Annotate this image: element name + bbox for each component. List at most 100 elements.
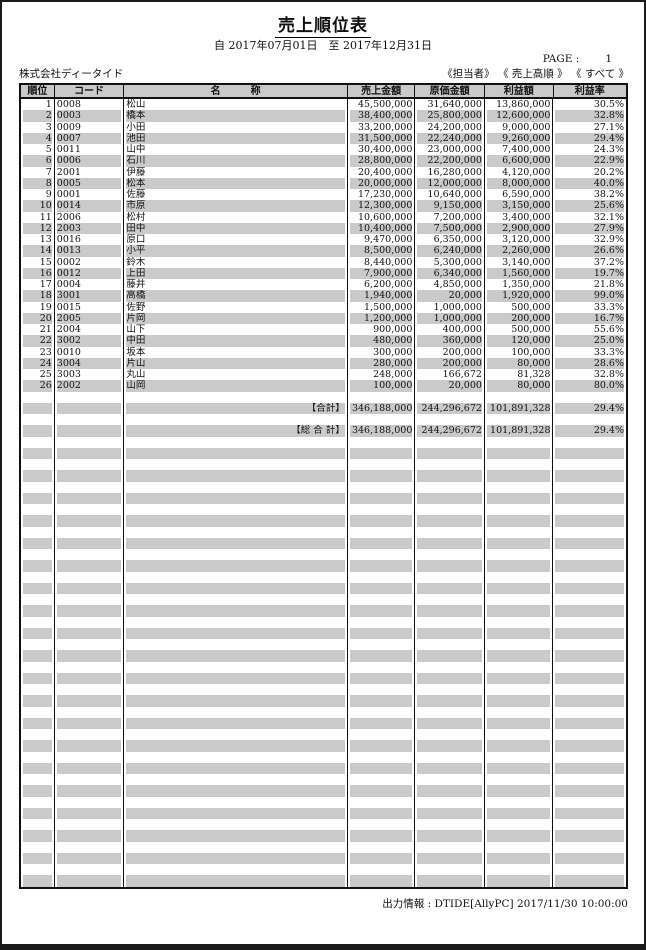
table-row-cell: 3002 — [55, 335, 125, 347]
table-row-cell: 25 — [21, 369, 55, 381]
column-header: コード — [54, 85, 125, 97]
empty-row-cell — [21, 695, 55, 707]
table-row-cell: 4 — [21, 132, 55, 144]
empty-row-cell — [485, 391, 554, 403]
table-row-cell: 0004 — [55, 279, 125, 291]
table-row-cell: 0009 — [55, 121, 125, 133]
empty-row-cell — [55, 852, 125, 864]
column-header: 利益率 — [553, 85, 627, 97]
table-row: 1 0008 松山 45,500,000 31,640,000 13,860,000 30.… — [21, 99, 626, 111]
empty-row-cell — [124, 571, 348, 583]
empty-row-cell — [21, 594, 55, 606]
empty-row-cell — [55, 549, 125, 561]
totals-row-cell — [21, 402, 55, 414]
table-row-cell: 31,500,000 — [348, 132, 416, 144]
table-row-cell: 山中 — [124, 144, 348, 156]
empty-row-cell — [124, 695, 348, 707]
empty-row-cell — [485, 864, 554, 876]
empty-row-cell — [348, 515, 416, 527]
empty-row-cell — [21, 470, 55, 482]
empty-row-cell — [348, 841, 416, 853]
empty-row-cell — [55, 526, 125, 538]
empty-row-cell — [124, 515, 348, 527]
table-row-cell: 0015 — [55, 301, 125, 313]
table-row-cell: 佐藤 — [124, 189, 348, 201]
table-row-cell: 1,350,000 — [485, 279, 554, 291]
table-row-cell: 3,150,000 — [485, 200, 554, 212]
empty-row-cell — [348, 605, 416, 617]
table-row-cell: 0013 — [55, 245, 125, 257]
table-row-cell: 16.7% — [553, 312, 626, 324]
table-row-cell: 16,280,000 — [415, 166, 485, 178]
table-row-cell: 33,200,000 — [348, 121, 416, 133]
empty-row-cell — [55, 459, 125, 471]
empty-row-cell — [21, 526, 55, 538]
empty-row-cell — [485, 537, 554, 549]
table-row-cell: 1,920,000 — [485, 290, 554, 302]
empty-row-cell — [348, 470, 416, 482]
empty-row-cell — [21, 436, 55, 448]
table-row-cell: 石川 — [124, 155, 348, 167]
empty-row-cell — [415, 594, 485, 606]
empty-row-cell — [21, 762, 55, 774]
empty-row — [21, 605, 626, 617]
empty-row-cell — [124, 582, 348, 594]
empty-row-cell — [553, 447, 626, 459]
table-row-cell: 500,000 — [485, 301, 554, 313]
empty-row-cell — [485, 762, 554, 774]
empty-row — [21, 549, 626, 561]
table-row-cell: 6 — [21, 155, 55, 167]
empty-row-cell — [21, 571, 55, 583]
table-row-cell: 13,860,000 — [485, 99, 554, 111]
empty-row-cell — [553, 875, 626, 887]
empty-row-cell — [348, 661, 416, 673]
empty-row-cell — [21, 717, 55, 729]
empty-row-cell — [55, 447, 125, 459]
empty-row-cell — [415, 492, 485, 504]
table-row-cell: 市原 — [124, 200, 348, 212]
table-row-cell: 0010 — [55, 346, 125, 358]
column-header: 順位 — [21, 85, 55, 97]
empty-row-cell — [553, 707, 626, 718]
table-row-cell: 7 — [21, 166, 55, 178]
table-row: 2 0003 橋本 38,400,000 25,800,000 12,600,000 32.… — [21, 110, 626, 122]
table-row-cell: 40.0% — [553, 177, 626, 189]
empty-row-cell — [553, 459, 626, 470]
empty-row-cell — [415, 616, 485, 628]
empty-row-cell — [485, 470, 554, 482]
empty-row — [21, 807, 626, 819]
table-row-cell: 17 — [21, 279, 55, 291]
empty-row-cell — [55, 470, 125, 482]
empty-row-cell — [553, 729, 626, 740]
table-row-cell: 4,120,000 — [485, 166, 554, 178]
table-row: 23 0010 坂本 300,000 200,000 100,000 33.3% — [21, 346, 626, 358]
table-row-cell: 10,600,000 — [348, 211, 416, 223]
table-row-cell: 田中 — [124, 222, 348, 234]
empty-row-cell — [348, 616, 416, 628]
table-row-cell: 24 — [21, 357, 55, 369]
empty-row-cell — [553, 740, 626, 752]
empty-row — [21, 616, 626, 628]
table-row-cell: 6,590,000 — [485, 189, 554, 201]
empty-row-cell — [55, 807, 125, 819]
table-row: 19 0015 佐野 1,500,000 1,000,000 500,000 33.3% — [21, 301, 626, 313]
empty-row-cell — [415, 627, 485, 639]
table-row-cell: 38.2% — [593, 189, 624, 200]
empty-row-cell — [415, 571, 485, 583]
table-row-cell: 23 — [21, 346, 55, 358]
empty-row-cell — [124, 740, 348, 752]
empty-row-cell — [21, 537, 55, 549]
table-row-cell: 80,000 — [485, 380, 554, 392]
empty-row-cell — [55, 672, 125, 684]
empty-row — [21, 864, 626, 876]
empty-row-cell — [124, 729, 348, 741]
empty-row-cell — [124, 537, 348, 549]
table-row-cell: 9,000,000 — [485, 121, 554, 133]
empty-row-cell — [348, 650, 416, 662]
column-header: 売上金額 — [347, 85, 416, 97]
empty-row — [21, 504, 626, 516]
table-row: 9 0001 佐藤 17,230,000 10,640,000 6,590,000 38.2… — [21, 189, 626, 201]
empty-row-cell — [55, 684, 125, 696]
empty-row-cell — [348, 627, 416, 639]
table-row-cell: 5,300,000 — [415, 256, 485, 268]
